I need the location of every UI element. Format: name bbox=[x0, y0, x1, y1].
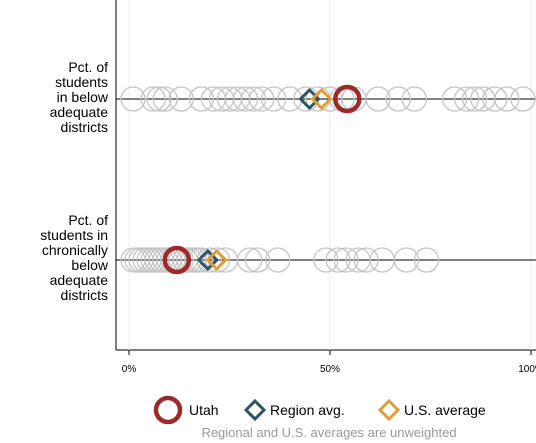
state-point bbox=[168, 86, 194, 112]
category-label-line: students in bbox=[40, 227, 108, 243]
category-label-line: in below bbox=[56, 88, 108, 105]
category-label: Pct. of students in below adequate districts bbox=[49, 58, 108, 135]
legend-label-region: Region avg. bbox=[270, 402, 345, 418]
category-label-line: below bbox=[71, 257, 108, 273]
category-label-line: adequate bbox=[49, 103, 108, 120]
state-point bbox=[232, 86, 259, 112]
legend-label-utah: Utah bbox=[189, 402, 219, 418]
state-point bbox=[353, 247, 379, 273]
state-point bbox=[313, 247, 339, 273]
utah-point bbox=[162, 245, 192, 275]
category-label: Pct. of students in chronically below adequa… bbox=[40, 213, 108, 303]
state-point bbox=[240, 86, 267, 112]
us-avg-point bbox=[205, 248, 228, 272]
category-label-line: Pct. of bbox=[68, 58, 108, 75]
state-point bbox=[494, 86, 520, 112]
category-label-line: adequate bbox=[49, 272, 108, 288]
state-point bbox=[236, 247, 263, 273]
state-point bbox=[454, 86, 480, 112]
state-point bbox=[120, 86, 146, 112]
x-tick-label: 100% bbox=[518, 364, 536, 375]
legend-utah-ring-icon bbox=[153, 395, 183, 425]
state-point bbox=[333, 247, 359, 273]
state-point bbox=[393, 247, 420, 273]
region-avg-point bbox=[196, 248, 219, 272]
x-tick-label: 0% bbox=[122, 364, 137, 375]
state-point bbox=[265, 247, 291, 273]
state-point bbox=[413, 247, 440, 273]
x-tick-label: 50% bbox=[320, 364, 340, 375]
state-point bbox=[244, 247, 271, 273]
category-label-line: chronically bbox=[41, 242, 108, 258]
category-label-line: districts bbox=[60, 118, 108, 135]
state-point bbox=[146, 86, 172, 112]
legend-note: Regional and U.S. averages are unweighte… bbox=[201, 425, 456, 440]
legend-region-diamond-icon bbox=[243, 398, 267, 422]
state-point bbox=[140, 86, 166, 112]
state-point bbox=[482, 86, 508, 112]
us-avg-point bbox=[310, 87, 333, 111]
category-label-line: students bbox=[55, 73, 108, 90]
state-point bbox=[462, 86, 488, 112]
state-point bbox=[325, 247, 351, 273]
category-label-line: districts bbox=[60, 287, 108, 303]
state-point bbox=[249, 86, 275, 112]
state-point bbox=[176, 247, 202, 273]
state-point bbox=[188, 86, 215, 112]
legend-us-diamond-icon bbox=[377, 398, 401, 422]
category-label-line: Pct. of bbox=[68, 212, 108, 228]
legend-label-us: U.S. average bbox=[404, 402, 486, 418]
state-point bbox=[385, 86, 411, 112]
state-point bbox=[365, 86, 391, 112]
state-point bbox=[261, 86, 287, 112]
state-point bbox=[401, 86, 428, 112]
state-point bbox=[152, 86, 178, 112]
state-point bbox=[204, 247, 231, 273]
utah-point bbox=[333, 84, 362, 114]
state-point bbox=[510, 86, 536, 112]
state-point bbox=[441, 86, 468, 112]
